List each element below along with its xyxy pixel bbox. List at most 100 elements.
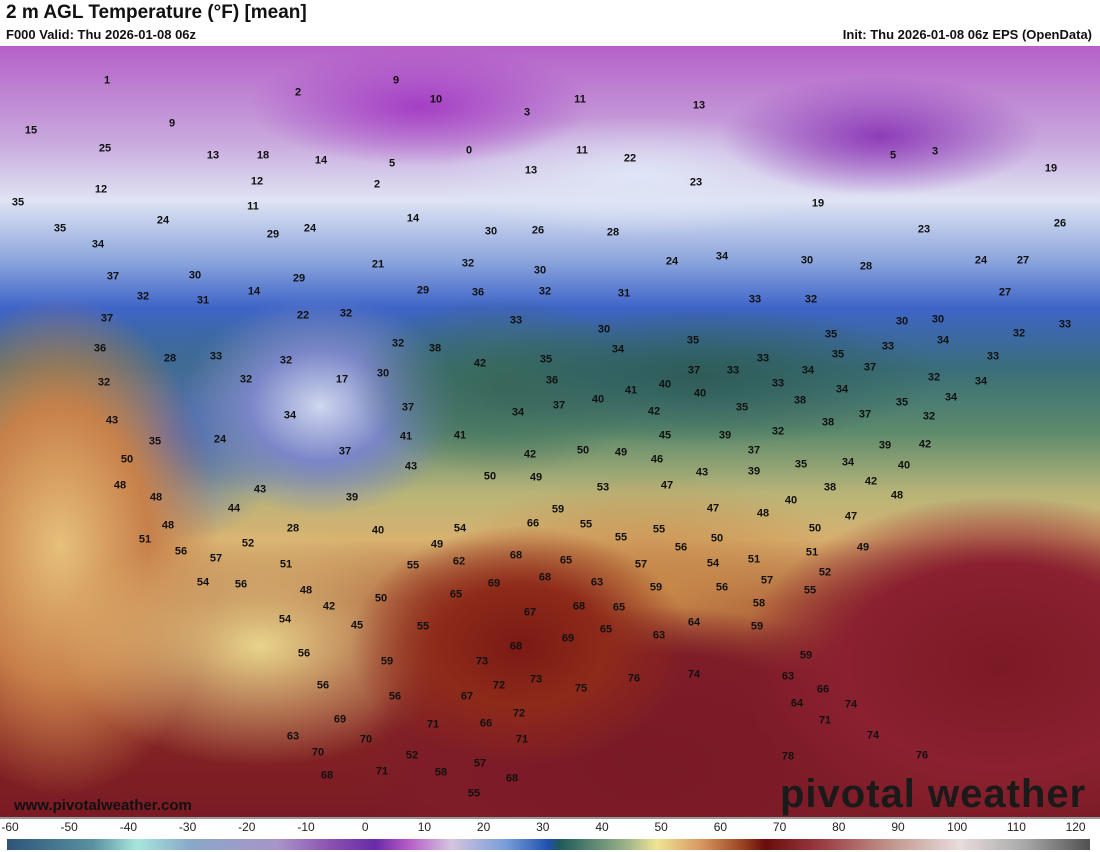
temperature-label: 46 (650, 453, 664, 466)
temperature-label: 32 (239, 373, 253, 386)
temperature-label: 18 (256, 149, 270, 162)
temperature-label: 24 (665, 255, 679, 268)
temperature-label: 42 (473, 357, 487, 370)
temperature-label: 50 (483, 470, 497, 483)
temperature-label: 67 (460, 690, 474, 703)
colorbar-tick-label: 20 (476, 820, 491, 834)
temperature-label: 39 (747, 465, 761, 478)
temperature-label: 59 (380, 655, 394, 668)
temperature-label: 13 (524, 164, 538, 177)
temperature-label: 38 (793, 394, 807, 407)
temperature-label: 33 (726, 364, 740, 377)
temperature-label: 32 (461, 257, 475, 270)
temperature-label: 28 (286, 522, 300, 535)
temperature-label: 41 (399, 430, 413, 443)
temperature-label: 34 (936, 334, 950, 347)
colorbar-tick-label: 10 (417, 820, 432, 834)
temperature-label: 35 (794, 458, 808, 471)
temperature-label: 5 (889, 149, 897, 162)
temperature-label: 30 (533, 264, 547, 277)
temperature-label: 34 (91, 238, 105, 251)
temperature-label: 55 (652, 523, 666, 536)
temperature-label: 32 (136, 290, 150, 303)
temperature-label: 31 (617, 287, 631, 300)
temperature-label: 30 (484, 225, 498, 238)
temperature-label: 10 (429, 93, 443, 106)
temperature-label: 56 (234, 578, 248, 591)
temperature-label: 32 (279, 354, 293, 367)
temperature-label: 27 (1016, 254, 1030, 267)
temperature-label: 29 (292, 272, 306, 285)
temperature-label: 24 (213, 433, 227, 446)
temperature-label: 48 (299, 584, 313, 597)
temperature-label: 48 (890, 489, 904, 502)
temperature-label: 68 (509, 640, 523, 653)
temperature-label: 63 (286, 730, 300, 743)
temperature-label: 37 (747, 444, 761, 457)
temperature-label: 42 (647, 405, 661, 418)
temperature-label: 59 (551, 503, 565, 516)
temperature-label: 0 (465, 144, 473, 157)
temperature-label: 51 (747, 553, 761, 566)
temperature-label: 35 (53, 222, 67, 235)
temperature-label: 50 (710, 532, 724, 545)
temperature-label: 48 (161, 519, 175, 532)
temperature-label: 69 (561, 632, 575, 645)
temperature-label: 35 (686, 334, 700, 347)
colorbar-tick-label: -50 (60, 820, 78, 834)
temperature-label: 34 (835, 383, 849, 396)
temperature-label: 40 (371, 524, 385, 537)
temperature-label: 62 (452, 555, 466, 568)
temperature-label: 76 (915, 749, 929, 762)
temperature-label: 52 (818, 566, 832, 579)
temperature-label: 56 (715, 581, 729, 594)
temperature-label: 39 (718, 429, 732, 442)
temperature-label: 59 (750, 620, 764, 633)
temperature-label: 43 (404, 460, 418, 473)
temperature-label: 55 (579, 518, 593, 531)
temperature-label: 29 (266, 228, 280, 241)
temperature-label: 35 (539, 353, 553, 366)
temperature-label: 54 (278, 613, 292, 626)
temperature-label: 40 (591, 393, 605, 406)
temperature-label: 56 (316, 679, 330, 692)
temperature-label: 36 (545, 374, 559, 387)
temperature-label: 64 (687, 616, 701, 629)
temperature-label: 68 (538, 571, 552, 584)
site-url[interactable]: www.pivotalweather.com (14, 797, 192, 814)
temperature-label: 32 (771, 425, 785, 438)
temperature-label: 33 (986, 350, 1000, 363)
temperature-label: 59 (649, 581, 663, 594)
temperature-label: 68 (572, 600, 586, 613)
valid-time: F000 Valid: Thu 2026-01-08 06z (6, 27, 197, 42)
temperature-label: 33 (771, 377, 785, 390)
colorbar-tick-label: 60 (713, 820, 728, 834)
temperature-label: 21 (371, 258, 385, 271)
temperature-label: 38 (821, 416, 835, 429)
temperature-label: 66 (816, 683, 830, 696)
temperature-map[interactable]: 1 9 2 10 11 13 3 15 9 0 11 25 13 18 14 5 22 5 3 12 12 2 13 23 19… (0, 46, 1100, 817)
colorbar-tick-label: 50 (654, 820, 668, 834)
temperature-label: 75 (574, 682, 588, 695)
temperature-label: 56 (297, 647, 311, 660)
temperature-label: 13 (692, 99, 706, 112)
temperature-label: 14 (247, 285, 261, 298)
temperature-label: 33 (756, 352, 770, 365)
temperature-label: 48 (113, 479, 127, 492)
temperature-label: 30 (895, 315, 909, 328)
temperature-label: 32 (804, 293, 818, 306)
temperature-label: 34 (944, 391, 958, 404)
temperature-label: 58 (434, 766, 448, 779)
colorbar-gradient (7, 839, 1090, 850)
temperature-label: 28 (606, 226, 620, 239)
temperature-label: 42 (918, 438, 932, 451)
temperature-label: 1 (103, 74, 111, 87)
colorbar-tick-label: -30 (178, 820, 197, 834)
temperature-label: 49 (614, 446, 628, 459)
temperature-label: 32 (1012, 327, 1026, 340)
colorbar-tick-label: -40 (119, 820, 138, 834)
temperature-label: 2 (294, 86, 302, 99)
temperature-label: 40 (658, 378, 672, 391)
temperature-label: 24 (303, 222, 317, 235)
temperature-label: 63 (781, 670, 795, 683)
